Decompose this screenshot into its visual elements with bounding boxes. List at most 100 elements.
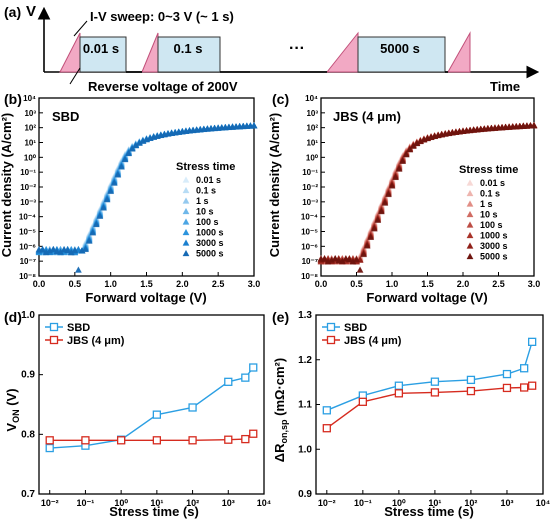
panel-d-plot: 10⁻² 10⁻¹ 10⁰ 10¹ 10² 10³ 10⁴ 0.7 0.8 0.9 1.0 SBDJB… bbox=[21, 310, 271, 508]
panel-b-y-tick-label: 10⁻¹ bbox=[20, 168, 36, 177]
panel-b-y-tick-label: 10⁻⁵ bbox=[19, 228, 36, 237]
panel-b-legend-entry: 1 s bbox=[196, 196, 209, 206]
reverse-pulse-3 bbox=[325, 31, 359, 73]
panel-e-x-tick-label: 10⁰ bbox=[392, 498, 406, 508]
panel-d-marker-sbd bbox=[188, 403, 197, 412]
reverse-pulse-2 bbox=[141, 32, 159, 73]
panel-b-data-point bbox=[114, 171, 122, 178]
stress-interval-1 bbox=[79, 36, 127, 73]
panel-d-line-sbd bbox=[49, 367, 254, 449]
panel-e-marker-jbs bbox=[322, 424, 331, 433]
panel-d-marker-sbd bbox=[241, 373, 250, 382]
panel-c-legend-marker bbox=[466, 252, 474, 260]
panel-c-y-tick-label: 10⁻¹ bbox=[302, 168, 318, 177]
panel-d-marker-jbs bbox=[152, 436, 162, 445]
panel-c-data-point bbox=[399, 157, 407, 164]
panel-d-marker-jbs bbox=[116, 436, 126, 445]
panel-b-y-tick-label: 10³ bbox=[24, 109, 36, 118]
panel-c-legend-marker bbox=[466, 179, 474, 186]
panel-a: (a) V 0.01 s 0.1 s 5000 s ··· I-V sweep:… bbox=[4, 3, 540, 94]
panel-e-x-tick-label: 10³ bbox=[500, 498, 513, 508]
panel-e-x-tick-label: 10⁻² bbox=[318, 498, 336, 508]
panel-b-y-tick-label: 10⁻³ bbox=[20, 198, 36, 207]
sweep-label: I-V sweep: 0~3 V (~ 1 s) bbox=[90, 9, 234, 24]
panel-d-marker-sbd bbox=[152, 410, 162, 419]
panel-c-xlabel: Forward voltage (V) bbox=[366, 290, 487, 305]
panel-d-xlabel: Stress time (s) bbox=[109, 504, 199, 519]
panel-c-legend-marker bbox=[466, 189, 474, 197]
panel-b-series-5000s bbox=[35, 122, 258, 273]
panel-e-marker-jbs bbox=[430, 388, 440, 397]
panel-b-plot: 0.0 0.5 1.0 1.5 2.0 2.5 3.0 10⁻⁸ 10⁻⁷ 10⁻⁶ 10⁻⁵ 10⁻… bbox=[19, 94, 260, 289]
panel-d-legend-entry: JBS (4 μm) bbox=[67, 335, 125, 347]
panel-e-y-tick-label: 1.3 bbox=[298, 310, 312, 321]
panel-d-line-jbs bbox=[49, 433, 254, 441]
panel-c-x-tick-label: 2.0 bbox=[457, 279, 470, 289]
panel-b-legend-entry: 0.01 s bbox=[196, 175, 221, 185]
reverse-label: Reverse voltage of 200V bbox=[88, 79, 238, 94]
von-subscript: ON bbox=[11, 409, 21, 423]
panel-c-legend-marker bbox=[466, 221, 474, 228]
panel-c: (c) Current density (A/cm²) Forward volt… bbox=[267, 91, 540, 305]
interval-label-3: 5000 s bbox=[380, 41, 420, 56]
panel-b-series-1000s bbox=[35, 122, 258, 256]
panel-e-x-tick-label: 10² bbox=[464, 498, 477, 508]
panel-c-data-point bbox=[395, 165, 403, 172]
panel-e-marker-jbs bbox=[520, 383, 529, 392]
panel-b-data-point bbox=[121, 155, 129, 163]
panel-c-x-tick-label: 0.0 bbox=[315, 279, 328, 289]
panel-e-marker-jbs bbox=[394, 389, 404, 398]
panel-e-legend-marker bbox=[326, 335, 336, 345]
panel-c-legend-entry: 1000 s bbox=[480, 231, 508, 241]
panel-e-marker-sbd bbox=[520, 364, 529, 373]
stress-interval-3 bbox=[357, 36, 446, 73]
panel-b-data-point bbox=[85, 237, 93, 244]
panel-e: (e) ΔRon,sp (mΩ·cm²) Stress time (s) 10⁻… bbox=[272, 309, 550, 519]
panel-b-legend-entry: 10 s bbox=[196, 207, 214, 217]
panel-c-y-tick-label: 10⁻³ bbox=[302, 198, 318, 207]
panel-b-x-tick-label: 1.5 bbox=[140, 279, 153, 289]
panel-e-ylabel: ΔRon,sp (mΩ·cm²) bbox=[272, 358, 289, 462]
panel-c-x-tick-label: 0.5 bbox=[350, 279, 363, 289]
panel-b-series-10s bbox=[35, 122, 258, 256]
panel-b-data-point bbox=[250, 122, 258, 129]
panel-b-data-point bbox=[96, 212, 104, 219]
panel-c-x-tick-label: 1.5 bbox=[421, 279, 434, 289]
panel-c-y-tick-label: 10³ bbox=[306, 109, 318, 118]
panel-d-y-tick-label: 0.9 bbox=[21, 370, 35, 381]
panel-c-legend-title: Stress time bbox=[459, 164, 518, 176]
panel-b-y-tick-label: 10⁻⁶ bbox=[19, 242, 36, 251]
panel-d-ylabel: VON (V) bbox=[4, 388, 21, 431]
panel-c-y-tick-label: 10⁴ bbox=[305, 94, 318, 103]
panel-b-data-point bbox=[60, 245, 68, 253]
panel-e-marker-sbd bbox=[430, 377, 440, 386]
panel-b-y-tick-label: 10⁻⁸ bbox=[19, 272, 36, 281]
panel-b-legend-entry: 100 s bbox=[196, 217, 219, 227]
panel-d-marker-jbs bbox=[188, 436, 197, 445]
panel-c-x-tick-label: 3.0 bbox=[528, 279, 541, 289]
panel-c-data-point bbox=[360, 250, 367, 258]
panel-c-y-tick-label: 10⁻⁶ bbox=[301, 242, 318, 251]
panel-b-x-tick-label: 1.0 bbox=[104, 279, 117, 289]
panel-b-ylabel: Current density (A/cm²) bbox=[0, 113, 14, 257]
panel-b-data-point bbox=[82, 245, 89, 252]
panel-d: (d) VON (V) Stress time (s) 10⁻² 10⁻¹ 10⁰ 1… bbox=[4, 309, 271, 519]
panel-b-x-tick-label: 2.0 bbox=[176, 279, 189, 289]
panel-c-legend-marker bbox=[466, 210, 474, 218]
panel-c-data-point bbox=[392, 173, 399, 180]
panel-d-x-tick-label: 10⁻² bbox=[41, 498, 59, 508]
panel-b: (b) Current density (A/cm²) Forward volt… bbox=[0, 91, 260, 305]
panel-c-y-tick-label: 10⁰ bbox=[306, 153, 319, 162]
panel-b-legend-marker bbox=[182, 186, 190, 194]
stress-interval-2 bbox=[157, 36, 221, 73]
panel-c-legend-entry: 1 s bbox=[480, 199, 493, 209]
panel-b-legend-marker bbox=[182, 197, 190, 204]
panel-e-marker-jbs bbox=[528, 381, 537, 390]
panel-b-y-tick-label: 10⁻⁴ bbox=[19, 213, 36, 222]
panel-e-y-tick-label: 1.2 bbox=[298, 355, 312, 366]
panel-b-data-point bbox=[75, 266, 82, 273]
panel-e-y-tick-label: 1.0 bbox=[298, 444, 312, 455]
panel-b-legend-marker bbox=[182, 239, 190, 246]
panel-c-y-tick-label: 10⁻⁷ bbox=[302, 257, 318, 266]
